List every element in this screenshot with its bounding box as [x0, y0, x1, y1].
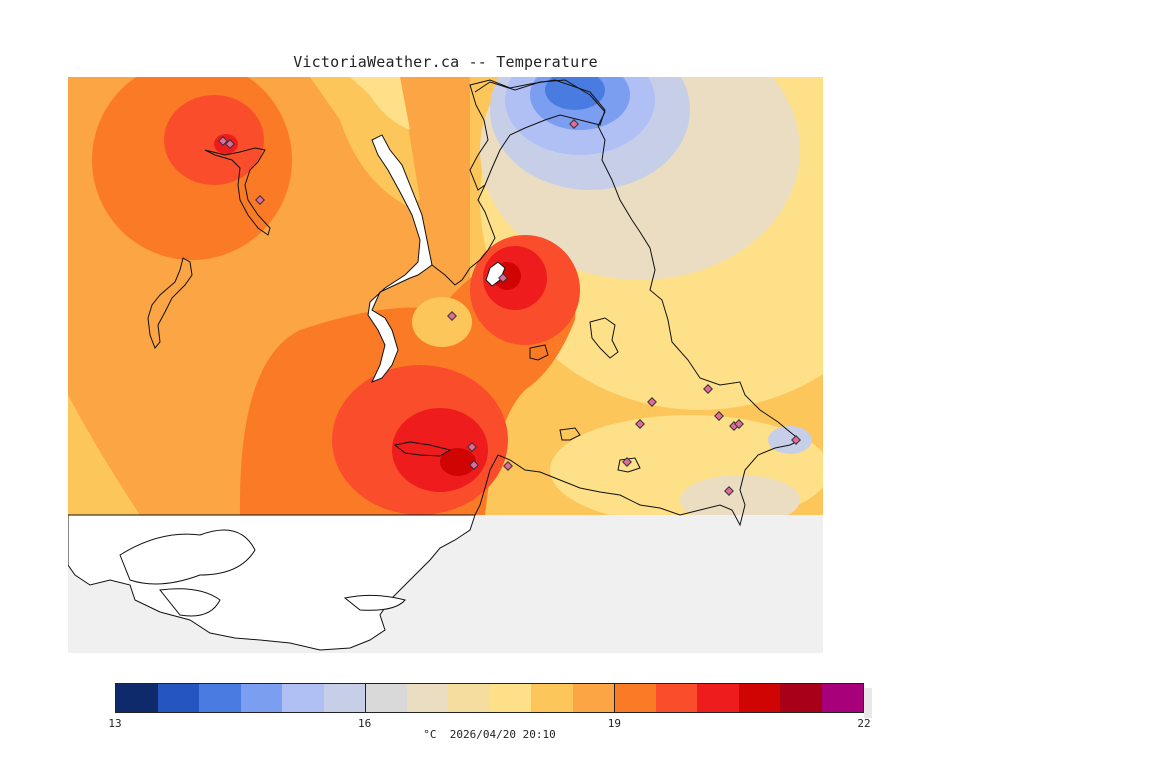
legend-swatch — [323, 684, 365, 712]
island-shape-3 — [343, 594, 406, 611]
legend-swatch — [157, 684, 199, 712]
islands — [119, 529, 406, 617]
station-marker[interactable] — [498, 273, 508, 283]
lake-southeast — [559, 427, 581, 441]
station-marker[interactable] — [724, 486, 734, 496]
temperature-field — [68, 77, 823, 515]
station-marker[interactable] — [255, 195, 265, 205]
legend-swatch — [282, 684, 324, 712]
temp-band-17-north-coast — [350, 77, 410, 130]
legend-swatch — [365, 684, 407, 712]
station-marker[interactable] — [635, 419, 645, 429]
legend-swatch — [531, 684, 573, 712]
temp-band-16c-east — [768, 426, 812, 454]
legend-tick-label: 19 — [607, 717, 621, 730]
lake-central — [529, 344, 549, 361]
legend-swatch — [738, 684, 780, 712]
coastline — [431, 79, 801, 527]
island-shape-1 — [119, 529, 256, 585]
legend-swatch — [406, 684, 448, 712]
legend-caption: °C 2026/04/20 20:10 — [423, 728, 556, 741]
legend-tick-label: 22 — [857, 717, 871, 730]
color-legend — [115, 683, 864, 713]
legend-swatch — [240, 684, 282, 712]
legend-swatch — [489, 684, 531, 712]
legend-swatch — [614, 684, 656, 712]
lake-east — [589, 317, 619, 359]
harbour-water — [485, 261, 506, 287]
temp-band-14b-east — [545, 77, 605, 110]
lake-harbour-east — [617, 457, 641, 473]
legend-swatch — [697, 684, 739, 712]
station-marker[interactable] — [225, 139, 235, 149]
legend-tick-mark — [614, 683, 616, 713]
station-marker[interactable] — [447, 311, 457, 321]
station-marker[interactable] — [714, 411, 724, 421]
station-marker[interactable] — [218, 136, 228, 146]
station-marker[interactable] — [734, 419, 744, 429]
lake-south — [393, 441, 452, 457]
station-markers — [218, 119, 801, 496]
legend-swatch — [448, 684, 490, 712]
temp-band-18-center-patch — [412, 297, 472, 347]
saanich-inlet-water — [367, 134, 433, 383]
temp-band-22-south — [440, 448, 476, 476]
station-marker[interactable] — [467, 442, 477, 452]
legend-tick-label: 13 — [108, 717, 122, 730]
station-marker[interactable] — [503, 461, 513, 471]
legend-swatch — [655, 684, 697, 712]
east-gradient — [470, 77, 823, 515]
legend-swatch — [572, 684, 614, 712]
station-marker[interactable] — [469, 460, 479, 470]
coast-east-peninsula — [474, 79, 801, 527]
temp-band-20-nw — [164, 95, 264, 185]
coast-west-inlet — [431, 184, 496, 286]
temp-band-18-cool-corner — [68, 395, 140, 515]
map-title: VictoriaWeather.ca -- Temperature — [293, 53, 598, 71]
legend-swatch — [116, 684, 158, 712]
legend-shadow — [864, 688, 872, 718]
map-frame — [68, 77, 823, 653]
legend-tick-mark — [364, 683, 366, 713]
station-marker[interactable] — [703, 384, 713, 394]
island-shape-2 — [159, 588, 221, 617]
legend-swatch — [199, 684, 241, 712]
lake-north — [204, 147, 271, 236]
station-marker[interactable] — [647, 397, 657, 407]
station-marker[interactable] — [622, 457, 632, 467]
station-marker[interactable] — [791, 435, 801, 445]
legend-swatch — [780, 684, 822, 712]
station-marker[interactable] — [569, 119, 579, 129]
legend-tick-label: 16 — [358, 717, 372, 730]
temp-band-16b-east — [680, 475, 800, 515]
lakes — [147, 147, 641, 473]
legend-swatch — [821, 684, 863, 712]
lake-west — [147, 257, 193, 349]
